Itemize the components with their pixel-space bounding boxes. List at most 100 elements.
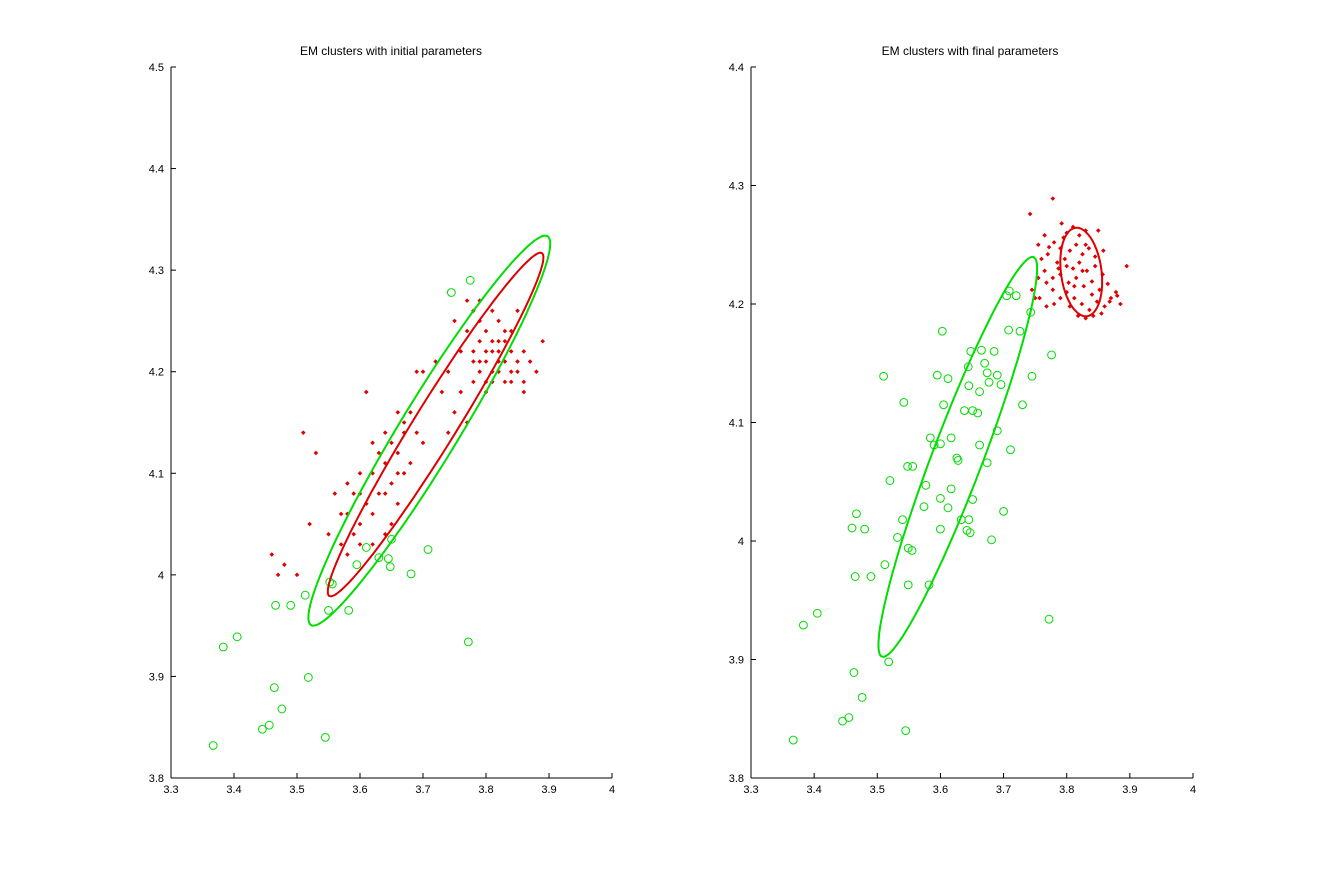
right-red-point-44 xyxy=(1050,287,1056,293)
right-red-point-59 xyxy=(1039,256,1044,262)
left-y-tick-label-5: 4.3 xyxy=(149,265,164,277)
left-green-point-18 xyxy=(232,632,242,642)
right-green-point-9 xyxy=(977,345,986,355)
right-red-point-45 xyxy=(1044,280,1049,285)
left-red-point-47 xyxy=(521,389,527,395)
left-red-point-36 xyxy=(452,318,457,324)
left-red-point-26 xyxy=(521,349,527,354)
left-green-point-22 xyxy=(277,704,287,714)
left-red-point-70 xyxy=(351,491,356,496)
right-y-tick-label-3: 4.1 xyxy=(729,418,744,430)
left-red-point-82 xyxy=(345,552,350,557)
left-red-point-12 xyxy=(508,349,514,354)
left-green-point-15 xyxy=(324,606,333,615)
left-red-point-40 xyxy=(452,410,457,415)
left-red-point-54 xyxy=(382,430,388,435)
right-red-point-33 xyxy=(1113,289,1119,295)
right-red-point-12 xyxy=(1080,251,1085,257)
right-red-point-57 xyxy=(1114,293,1120,299)
left-red-point-27 xyxy=(464,298,470,303)
left-red-point-79 xyxy=(420,369,426,375)
right-green-point-65 xyxy=(903,580,913,590)
right-red-point-11 xyxy=(1073,242,1079,248)
left-red-point-68 xyxy=(370,470,375,476)
right-green-point-40 xyxy=(908,461,918,471)
left-green-point-16 xyxy=(344,606,354,615)
right-green-point-28 xyxy=(1018,400,1027,410)
right-y-tick-label-5: 4.3 xyxy=(729,181,744,193)
right-red-point-22 xyxy=(1092,263,1098,269)
right-red-point-25 xyxy=(1050,275,1056,281)
right-green-point-68 xyxy=(812,608,822,618)
right-green-point-41 xyxy=(885,476,895,485)
right-green-point-69 xyxy=(799,620,808,630)
right-green-ellipse xyxy=(877,255,1039,658)
right-x-tick-label-3: 3.6 xyxy=(933,784,948,796)
right-green-point-74 xyxy=(838,716,847,726)
right-green-point-21 xyxy=(975,387,984,397)
left-green-point-4 xyxy=(374,553,384,562)
left-x-tick-label-0: 3.3 xyxy=(163,784,178,796)
left-red-point-14 xyxy=(521,379,527,385)
right-green-point-5 xyxy=(1004,325,1014,335)
right-red-point-10 xyxy=(1067,248,1073,253)
left-red-point-73 xyxy=(357,521,363,527)
left-green-point-21 xyxy=(303,673,313,682)
left-red-point-38 xyxy=(433,359,438,364)
right-red-point-37 xyxy=(1102,304,1107,309)
left-red-point-77 xyxy=(414,430,419,435)
right-red-point-30 xyxy=(1089,279,1095,284)
right-y-tick-label-6: 4.4 xyxy=(729,62,744,74)
left-green-point-2 xyxy=(361,543,371,552)
right-green-point-64 xyxy=(866,572,876,581)
right-red-point-41 xyxy=(1071,295,1077,301)
right-green-point-13 xyxy=(932,370,942,380)
left-green-point-26 xyxy=(208,741,218,750)
left-red-point-4 xyxy=(496,318,501,324)
right-green-point-27 xyxy=(899,397,909,407)
left-red-point-49 xyxy=(540,338,545,344)
right-y-tick-label-4: 4.2 xyxy=(729,299,744,311)
left-red-point-63 xyxy=(389,481,394,486)
left-red-point-72 xyxy=(351,531,356,537)
right-red-point-18 xyxy=(1062,256,1068,262)
right-red-point-47 xyxy=(1029,287,1035,293)
right-red-point-60 xyxy=(1064,263,1070,269)
right-green-point-35 xyxy=(1006,445,1015,455)
right-green-point-24 xyxy=(968,406,978,416)
left-red-point-30 xyxy=(496,369,501,375)
left-red-point-15 xyxy=(527,359,533,364)
left-green-point-25 xyxy=(320,732,330,742)
right-green-point-46 xyxy=(919,502,929,512)
left-red-point-34 xyxy=(477,359,482,364)
left-red-point-58 xyxy=(401,470,407,476)
right-green-point-76 xyxy=(788,735,798,745)
right-red-point-13 xyxy=(1086,246,1092,251)
left-red-point-74 xyxy=(370,511,375,517)
right-green-point-53 xyxy=(847,523,857,533)
left-red-point-52 xyxy=(401,430,407,435)
right-green-point-16 xyxy=(992,370,1002,380)
right-red-point-21 xyxy=(1084,268,1090,274)
left-red-ellipse xyxy=(326,251,545,598)
right-green-point-48 xyxy=(999,506,1008,516)
right-red-point-62 xyxy=(1095,228,1101,233)
left-red-point-64 xyxy=(395,470,401,476)
right-x-tick-label-2: 3.5 xyxy=(870,784,885,796)
left-red-point-84 xyxy=(370,542,375,547)
left-y-tick-label-2: 4 xyxy=(158,570,164,582)
right-red-point-52 xyxy=(1075,313,1081,319)
left-red-point-97 xyxy=(401,420,407,425)
right-red-point-36 xyxy=(1108,295,1114,301)
left-x-tick-label-5: 3.8 xyxy=(478,784,493,796)
right-green-point-75 xyxy=(901,726,911,735)
right-red-point-19 xyxy=(1070,266,1076,271)
right-red-point-15 xyxy=(1036,242,1041,248)
left-red-point-90 xyxy=(282,562,287,567)
left-red-point-53 xyxy=(408,410,413,415)
right-green-point-11 xyxy=(989,347,999,356)
right-red-point-32 xyxy=(1105,281,1111,287)
right-x-tick-label-6: 3.9 xyxy=(1122,784,1137,796)
left-red-point-94 xyxy=(345,481,350,486)
